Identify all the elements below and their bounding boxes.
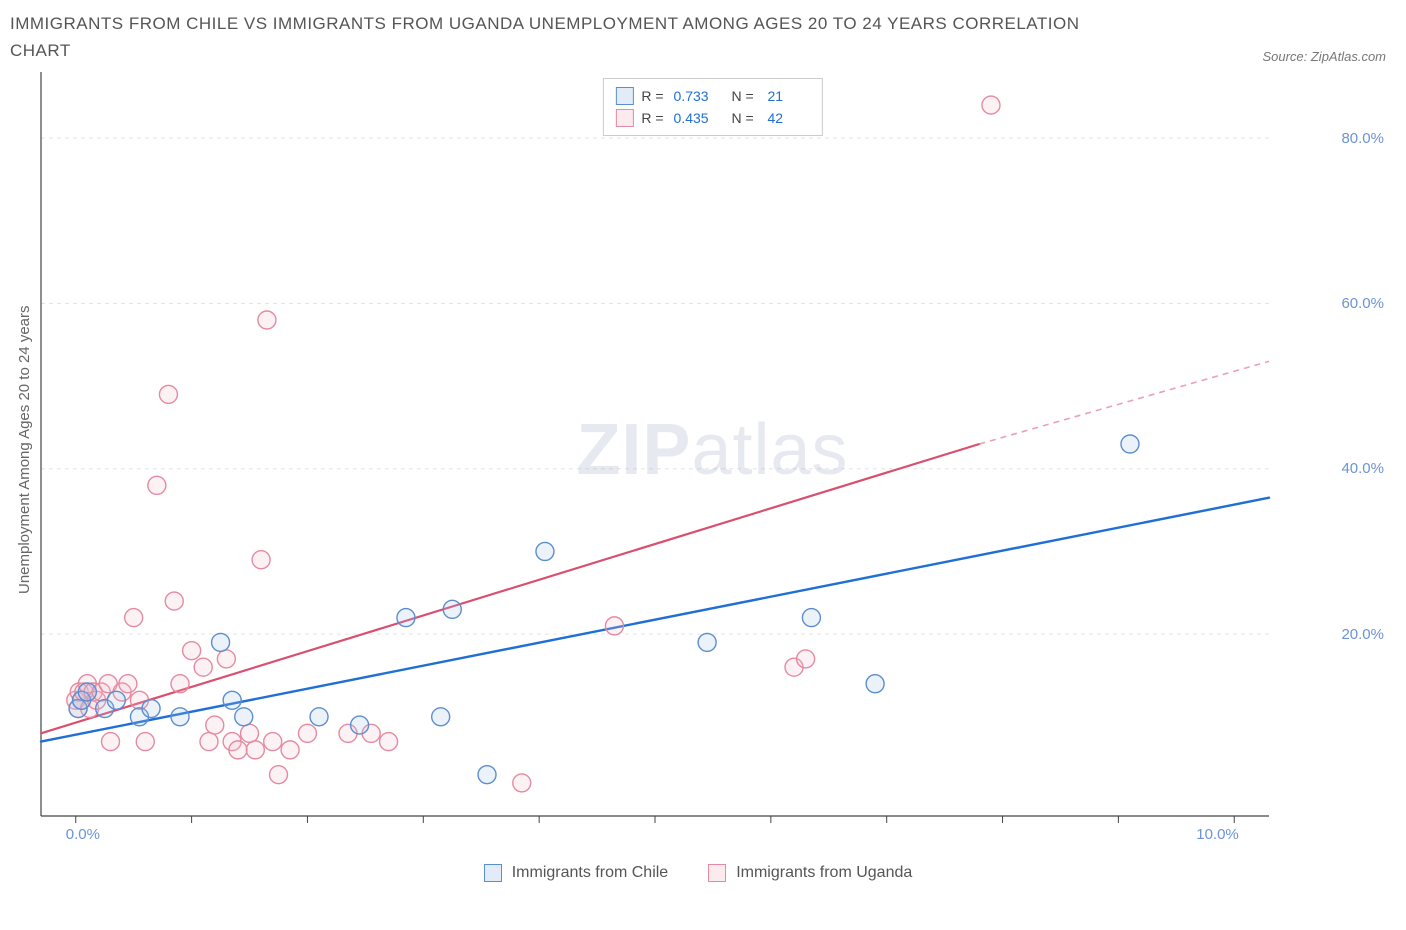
legend-swatch [484, 864, 502, 882]
legend-label: Immigrants from Uganda [736, 864, 912, 882]
y-tick-label: 40.0% [1341, 460, 1384, 477]
series-legend: Immigrants from Chile Immigrants from Uga… [10, 864, 1386, 882]
n-value: 21 [764, 88, 810, 104]
legend-swatch [615, 109, 633, 127]
y-tick-label: 80.0% [1341, 130, 1384, 147]
legend-item: Immigrants from Chile [484, 864, 668, 882]
legend-swatch [708, 864, 726, 882]
stats-legend: R = 0.733 N = 21 R = 0.435 N = 42 [602, 78, 822, 136]
r-value: 0.733 [674, 88, 720, 104]
chart-area: Unemployment Among Ages 20 to 24 years Z… [10, 70, 1386, 860]
stats-legend-row: R = 0.435 N = 42 [615, 107, 809, 129]
r-label: R = [641, 110, 663, 126]
y-axis-label: Unemployment Among Ages 20 to 24 years [10, 70, 39, 830]
x-tick-label: 0.0% [66, 826, 100, 843]
y-tick-label: 60.0% [1341, 295, 1384, 312]
legend-item: Immigrants from Uganda [708, 864, 912, 882]
plot-container: ZIPatlas R =0.733 N = 21R =0.435 N = 42 … [39, 70, 1386, 860]
header: IMMIGRANTS FROM CHILE VS IMMIGRANTS FROM… [10, 10, 1386, 64]
scatter-plot [39, 70, 1329, 830]
y-tick-label: 20.0% [1341, 626, 1384, 643]
r-value: 0.435 [674, 110, 720, 126]
x-tick-label: 10.0% [1196, 826, 1239, 843]
source-label: Source: ZipAtlas.com [1262, 49, 1386, 64]
n-label: N = [728, 110, 754, 126]
chart-title: IMMIGRANTS FROM CHILE VS IMMIGRANTS FROM… [10, 10, 1110, 64]
n-value: 42 [764, 110, 810, 126]
n-label: N = [728, 88, 754, 104]
legend-label: Immigrants from Chile [512, 864, 668, 882]
legend-swatch [615, 87, 633, 105]
stats-legend-row: R = 0.733 N = 21 [615, 85, 809, 107]
r-label: R = [641, 88, 663, 104]
